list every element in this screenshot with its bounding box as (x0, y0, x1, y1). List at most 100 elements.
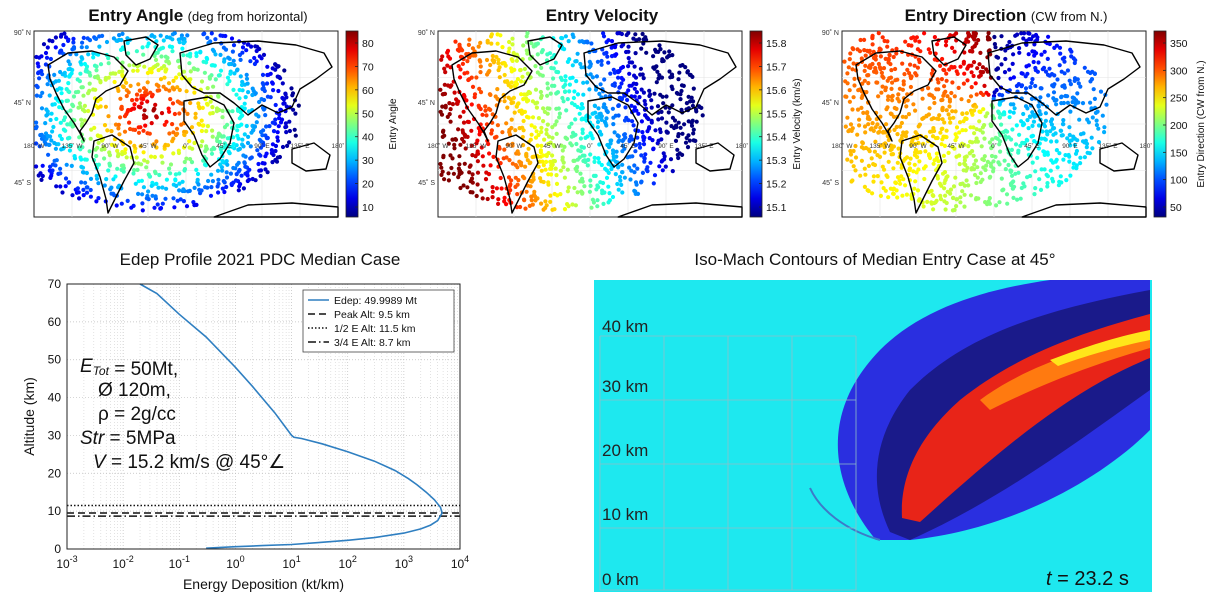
data-point (81, 193, 86, 198)
data-point (548, 193, 553, 198)
data-point (668, 157, 674, 162)
x-tick-label: 103 (395, 554, 413, 571)
data-point (986, 31, 991, 36)
data-point (1054, 102, 1059, 107)
data-point (878, 54, 883, 59)
data-point (192, 67, 197, 72)
data-point (1088, 100, 1093, 105)
data-point (875, 174, 880, 179)
data-point (908, 62, 913, 67)
data-point (257, 99, 262, 105)
data-point (847, 57, 852, 62)
data-point (999, 62, 1004, 67)
data-point (71, 94, 77, 99)
data-point (265, 81, 270, 86)
data-point (974, 180, 979, 186)
data-point (691, 86, 696, 91)
data-point (975, 66, 980, 71)
data-point (222, 189, 227, 195)
data-point (973, 81, 978, 86)
data-point (540, 159, 545, 164)
data-point (175, 85, 180, 90)
data-point (890, 98, 895, 103)
data-point (1021, 122, 1027, 127)
data-point (952, 146, 957, 151)
data-point (549, 172, 554, 177)
data-point (1031, 112, 1036, 117)
data-point (546, 141, 551, 146)
data-point (931, 161, 936, 166)
data-point (636, 111, 641, 116)
data-point (94, 173, 99, 178)
data-point (456, 64, 461, 69)
data-point (267, 124, 272, 129)
data-point (275, 135, 280, 140)
data-point (913, 130, 918, 135)
data-point (490, 112, 495, 117)
colorbar-tick-label: 30 (362, 155, 374, 167)
data-point (662, 50, 667, 55)
data-point (545, 86, 550, 91)
data-point (79, 117, 84, 122)
data-point (899, 136, 904, 141)
data-point (94, 153, 99, 159)
data-point (465, 185, 470, 190)
data-point (163, 87, 169, 92)
data-point (450, 102, 455, 107)
lon-label: 90˚ E (254, 142, 270, 150)
data-point (652, 173, 658, 178)
data-point (897, 99, 902, 104)
data-point (128, 83, 133, 88)
data-point (177, 87, 182, 93)
data-point (536, 132, 541, 138)
data-point (523, 206, 528, 211)
x-tick-base: 10 (169, 557, 183, 571)
data-point (1029, 96, 1034, 101)
data-point (642, 159, 647, 164)
data-point (82, 61, 87, 67)
data-point (118, 115, 123, 120)
data-point (618, 178, 623, 183)
data-point (247, 177, 252, 182)
data-point (141, 97, 146, 102)
data-point (575, 51, 580, 56)
data-point (188, 51, 193, 56)
data-point (610, 106, 615, 111)
data-point (1086, 120, 1091, 125)
data-point (1069, 138, 1074, 143)
annotation-part: = 5MPa (104, 428, 176, 449)
data-point (908, 143, 913, 148)
data-point (1075, 138, 1080, 143)
data-point (111, 177, 116, 182)
data-point (201, 32, 206, 37)
data-point (118, 96, 123, 101)
data-point (457, 162, 462, 167)
data-point (145, 99, 150, 104)
data-point (655, 104, 661, 109)
data-point (1067, 159, 1072, 164)
data-point (871, 174, 876, 179)
data-point (553, 122, 558, 127)
data-point (539, 143, 544, 148)
annotation-line: Str = 5MPa (80, 428, 176, 449)
data-point (469, 102, 474, 107)
data-point (227, 79, 232, 84)
data-point (506, 175, 512, 180)
data-point (943, 193, 948, 198)
data-point (670, 103, 675, 108)
data-point (642, 135, 647, 140)
data-point (159, 111, 165, 116)
data-point (509, 100, 514, 106)
data-point (230, 49, 235, 54)
data-point (670, 169, 675, 174)
data-point (490, 189, 495, 194)
data-point (519, 108, 524, 113)
data-point (1068, 143, 1073, 148)
data-point (1083, 138, 1088, 143)
data-point (978, 171, 983, 176)
data-point (223, 33, 228, 39)
data-point (1087, 151, 1092, 156)
data-point (192, 185, 197, 190)
data-point (1080, 101, 1086, 106)
data-point (1036, 123, 1042, 128)
